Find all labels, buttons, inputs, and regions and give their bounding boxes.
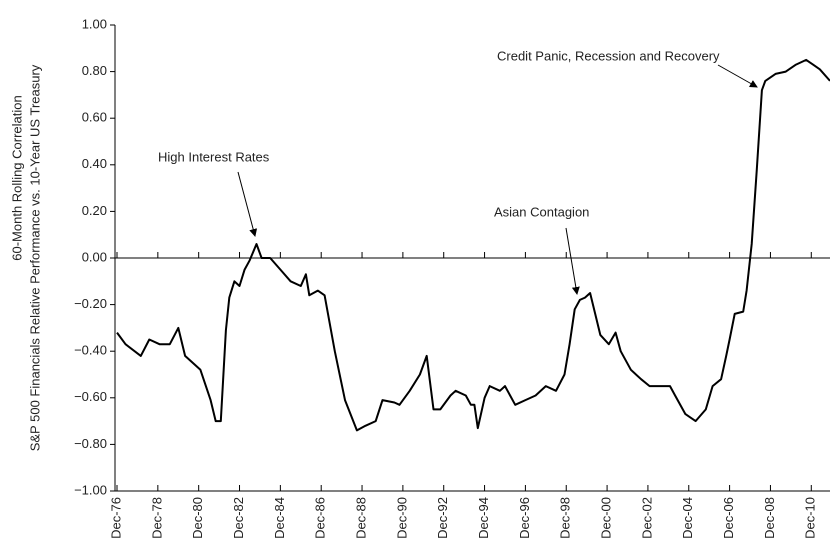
annotation-arrow bbox=[565, 227, 580, 295]
x-tick-label: Dec-10 bbox=[803, 497, 818, 539]
x-tick-label: Dec-92 bbox=[435, 497, 450, 539]
y-axis-label: 60-Month Rolling Correlation bbox=[9, 95, 24, 260]
annotation-arrow bbox=[717, 64, 758, 88]
y-tick-label: 0.60 bbox=[82, 110, 107, 125]
x-tick-label: Dec-08 bbox=[762, 497, 777, 539]
y-tick-label: 0.40 bbox=[82, 156, 107, 171]
x-tick-label: Dec-76 bbox=[108, 497, 123, 539]
x-tick-label: Dec-88 bbox=[353, 497, 368, 539]
y-tick-label: 0.00 bbox=[82, 249, 107, 264]
x-tick-label: Dec-94 bbox=[476, 497, 491, 539]
y-tick-label: −0.40 bbox=[74, 343, 107, 358]
y-tick-label: −0.60 bbox=[74, 389, 107, 404]
x-tick-label: Dec-78 bbox=[149, 497, 164, 539]
y-axis-label: S&P 500 Financials Relative Performance … bbox=[27, 64, 42, 451]
x-tick-label: Dec-96 bbox=[517, 497, 532, 539]
data-line bbox=[116, 58, 830, 432]
x-tick-label: Dec-84 bbox=[272, 497, 287, 539]
x-tick-label: Dec-86 bbox=[313, 497, 328, 539]
annotation: Asian Contagion bbox=[494, 204, 589, 219]
x-tick-label: Dec-82 bbox=[231, 497, 246, 539]
y-tick-label: −0.20 bbox=[74, 296, 107, 311]
x-tick-label: Dec-90 bbox=[394, 497, 409, 539]
x-tick-label: Dec-98 bbox=[558, 497, 573, 539]
annotation-arrow bbox=[237, 171, 258, 237]
x-tick-label: Dec-02 bbox=[639, 497, 654, 539]
annotation: High Interest Rates bbox=[158, 149, 270, 164]
y-tick-label: 1.00 bbox=[82, 16, 107, 31]
x-tick-label: Dec-06 bbox=[721, 497, 736, 539]
annotation: Credit Panic, Recession and Recovery bbox=[497, 48, 720, 63]
y-tick-label: 0.20 bbox=[82, 203, 107, 218]
y-tick-label: 0.80 bbox=[82, 63, 107, 78]
x-tick-label: Dec-00 bbox=[599, 497, 614, 539]
y-tick-label: −1.00 bbox=[74, 482, 107, 497]
x-tick-label: Dec-04 bbox=[680, 497, 695, 539]
y-tick-label: −0.80 bbox=[74, 436, 107, 451]
x-tick-label: Dec-80 bbox=[190, 497, 205, 539]
